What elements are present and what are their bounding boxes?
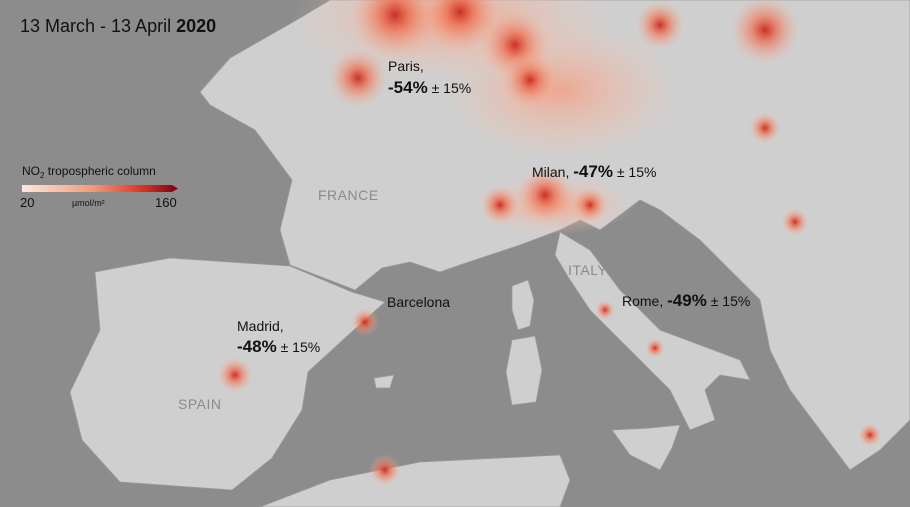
city-label: Barcelona [387, 294, 450, 310]
uncertainty: ± 15% [281, 339, 321, 355]
country-label: SPAIN [178, 396, 221, 412]
legend-title-rest: tropospheric column [48, 164, 156, 178]
country-label: ITALY [568, 262, 607, 278]
legend-title-base: NO [22, 164, 40, 178]
legend-title: NO2 tropospheric column [22, 164, 156, 180]
legend-max: 160 [155, 195, 177, 210]
city-name: Milan, [532, 164, 569, 180]
city-annotations: Paris, -54% ± 15% Milan, -47% ± 15% Rome… [237, 58, 750, 356]
city-name: Paris, [388, 58, 424, 74]
legend-unit: µmol/m² [72, 198, 105, 208]
date-range: 13 March - 13 April 2020 [20, 16, 216, 36]
change: -49% [667, 291, 707, 310]
country-label: FRANCE [318, 187, 379, 203]
uncertainty: ± 15% [617, 164, 657, 180]
legend-min: 20 [20, 195, 34, 210]
colorbar [22, 185, 178, 192]
year: 2020 [176, 16, 216, 36]
legend: NO2 tropospheric column 20 µmol/m² 160 [20, 164, 178, 210]
change: -47% [573, 162, 613, 181]
change: -48% [237, 337, 277, 356]
period: 13 March - 13 April [20, 16, 171, 36]
city-change: Milan, -47% ± 15% [532, 162, 656, 181]
city-change: Rome, -49% ± 15% [622, 291, 750, 310]
city-name: Rome, [622, 293, 663, 309]
change: -54% [388, 78, 428, 97]
city-change: -54% ± 15% [388, 78, 471, 97]
city-change: -48% ± 15% [237, 337, 320, 356]
legend-title-subscript: 2 [40, 171, 45, 180]
uncertainty: ± 15% [711, 293, 751, 309]
uncertainty: ± 15% [432, 80, 472, 96]
city-name: Madrid, [237, 318, 284, 334]
no2-hotspots [217, 0, 882, 486]
